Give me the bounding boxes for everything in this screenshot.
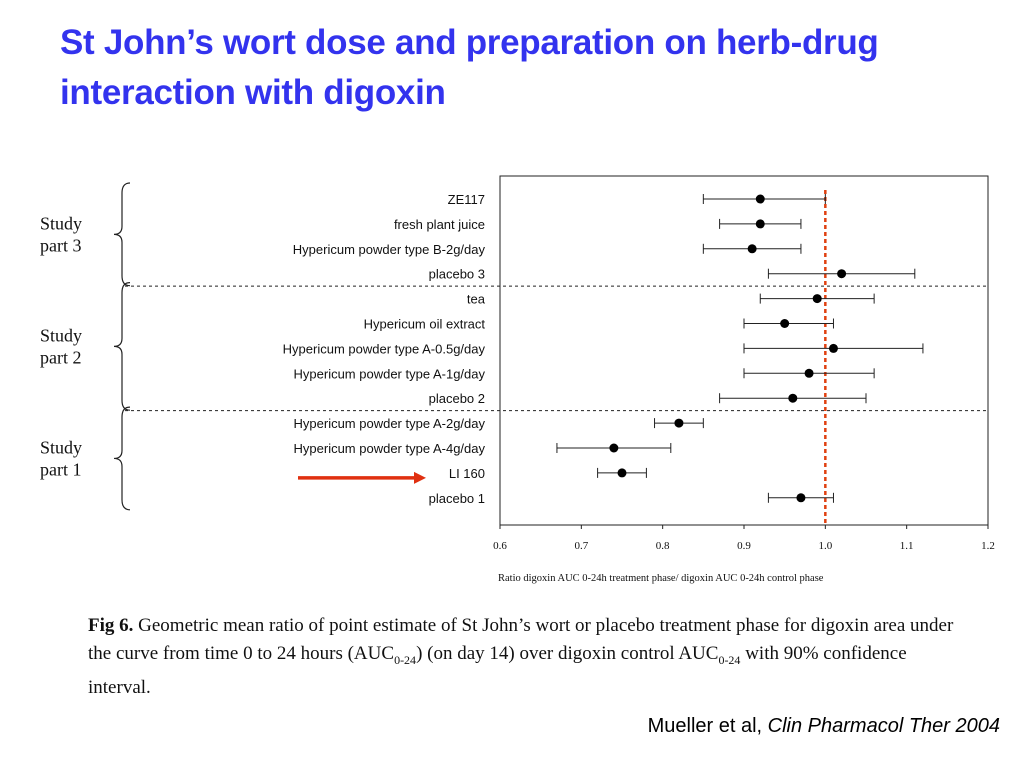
caption-sub-1: 0-24 [394,652,417,667]
point-estimate [747,244,757,254]
category-label: Hypericum oil extract [364,317,486,332]
data-marks [298,194,924,503]
forest-plot-figure: Study part 3 Study part 2 Study part 1 ZE117 f… [30,168,1006,708]
citation-authors: Mueller et al, [647,715,768,737]
caption-text-1: Geometric mean ratio of point estimate o… [88,615,954,664]
study-group-label-line2: part 1 [40,459,81,479]
point-estimate [609,443,619,453]
study-group-label-line2: part 2 [40,347,81,367]
category-label: Hypericum powder type A-2g/day [294,416,486,431]
point-estimate [812,294,822,304]
category-label: Hypericum powder type A-1g/day [294,366,486,381]
figure-caption: Fig 6. Geometric mean ratio of point est… [88,612,968,702]
point-estimate [617,468,627,478]
study-group-label-line1: Study [40,325,82,345]
citation-journal: Clin Pharmacol Ther 2004 [767,715,1000,737]
x-tick-label: 0.8 [656,540,670,552]
x-tick-label: 0.7 [574,540,588,552]
point-estimate [796,493,806,503]
study-group-brace [113,282,131,411]
category-label: ZE117 [448,192,485,207]
point-estimate [780,319,790,328]
caption-sub-2: 0-24 [718,652,741,667]
citation: Mueller et al, Clin Pharmacol Ther 2004 [648,715,1000,738]
study-group-label-line2: part 3 [40,235,81,255]
point-estimate [755,194,765,204]
caption-text-3: with 90% confidence interval. [88,643,907,698]
highlight-arrowhead [414,471,426,484]
category-label: LI 160 [449,466,485,481]
category-label: Hypericum powder type B-2g/day [293,242,486,257]
x-axis-label: Ratio digoxin AUC 0-24h treatment phase/… [498,573,824,584]
study-group-brace [113,182,131,287]
study-group-brace [113,406,131,511]
x-tick-label: 1.1 [900,540,914,552]
x-tick-label: 0.9 [737,540,751,552]
plot-area [125,175,989,526]
study-group-label-line1: Study [40,213,82,233]
caption-fig-label: Fig 6. [88,615,134,636]
x-tick-label: 0.6 [493,540,507,552]
category-label: placebo 1 [429,491,485,506]
category-label: Hypericum powder type A-4g/day [294,441,486,456]
slide-title: St John’s wort dose and preparation on h… [60,23,879,112]
x-axis: 0.6 0.7 0.8 0.9 1.0 1.1 1.2 Ratio digoxin AUC 0… [493,525,995,584]
point-estimate [788,393,798,403]
category-label: placebo 2 [429,391,485,406]
point-estimate [674,418,684,428]
point-estimate [828,343,838,353]
point-estimate [837,269,847,279]
caption-text-2: ) (on day 14) over digoxin control AUC [416,643,719,664]
category-labels: ZE117 fresh plant juice Hypericum powder t… [283,192,486,506]
x-tick-label: 1.0 [818,540,832,552]
category-label: fresh plant juice [394,217,485,232]
point-estimate [804,368,814,378]
category-label: Hypericum powder type A-0.5g/day [283,341,486,356]
point-estimate [755,219,765,229]
x-tick-label: 1.2 [981,540,995,552]
category-label: placebo 3 [429,267,485,282]
category-label: tea [467,292,486,307]
study-group-label-line1: Study [40,437,82,457]
